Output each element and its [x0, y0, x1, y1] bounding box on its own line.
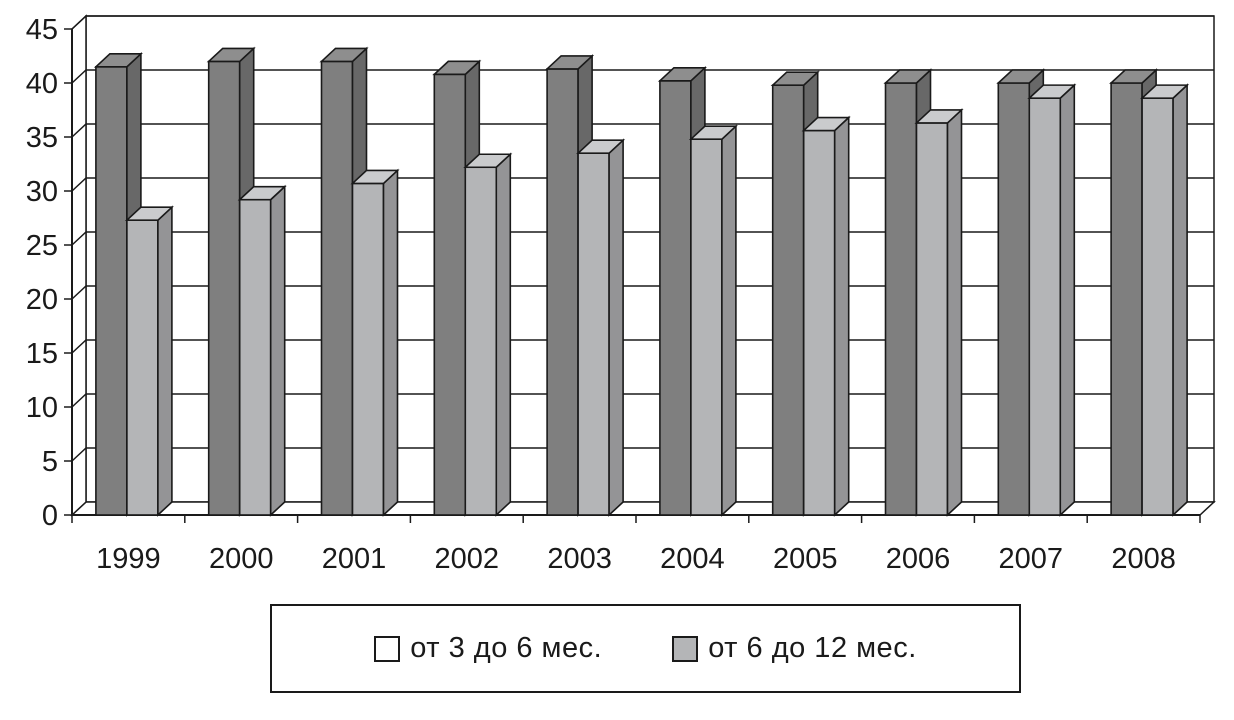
- x-tick-label-2000: 2000: [209, 543, 274, 575]
- legend-item-series-2: от 6 до 12 мес.: [672, 632, 917, 665]
- bar-2006-series-2: [915, 122, 949, 516]
- y-tick-label: 45: [26, 14, 58, 46]
- bar-2000-series-2: [238, 198, 272, 516]
- legend: от 3 до 6 мес. от 6 до 12 мес.: [270, 604, 1021, 693]
- y-tick-label: 5: [42, 446, 58, 478]
- x-tick-label-1999: 1999: [96, 543, 161, 575]
- x-tick-label-2002: 2002: [435, 543, 500, 575]
- y-tick-label: 0: [42, 500, 58, 532]
- bar-2001-series-2-side: [382, 168, 399, 517]
- bar-2002-series-1-top: [432, 60, 482, 76]
- y-tick-label: 25: [26, 230, 58, 262]
- bar-2000-series-2-side: [269, 184, 286, 517]
- bar-2003-series-2-top: [576, 139, 626, 154]
- y-tick-label: 15: [26, 338, 58, 370]
- chart-area: 0 5 10 15 20 25 30 35 40 45 1999 2000 2001 2002 2003 20…: [26, 14, 1216, 575]
- x-tick-label-2003: 2003: [547, 543, 612, 575]
- bar-2005-series-2: [802, 129, 836, 516]
- bar-2002-series-2: [464, 166, 498, 516]
- bar-2008-series-2: [1141, 97, 1174, 516]
- bar-2000-series-2-top: [237, 185, 287, 201]
- bar-2002-series-2-side: [495, 152, 512, 517]
- bar-2007-series-2: [1028, 97, 1062, 516]
- bar-2001-series-1-top: [319, 47, 369, 63]
- x-tick-label-2004: 2004: [660, 543, 725, 575]
- gridline: [71, 15, 1214, 30]
- bar-2007-series-2-side: [1059, 83, 1076, 517]
- bar-2004-series-1: [659, 80, 692, 516]
- y-tick-label: 10: [26, 392, 58, 424]
- bar-1999-series-1: [95, 66, 128, 516]
- bar-2000-series-1: [207, 60, 241, 516]
- bar-2008-series-2-side: [1172, 83, 1188, 517]
- x-tick-label-2001: 2001: [322, 543, 387, 575]
- bar-chart: 0 5 10 15 20 25 30 35 40 45 1999 2000 2001 2002 2003 20…: [26, 14, 1216, 575]
- bar-1999-series-2-top: [124, 206, 174, 221]
- bar-2008-series-1-top: [1109, 69, 1159, 84]
- y-tick-label: 35: [26, 122, 58, 154]
- bar-2003-series-1-top: [545, 55, 595, 70]
- bar-2003-series-1: [546, 68, 579, 516]
- bar-2008-series-2-top: [1140, 84, 1190, 99]
- y-tick-label: 20: [26, 284, 58, 316]
- bar-2000-series-1-top: [206, 47, 256, 63]
- legend-swatch-series-2: [672, 635, 699, 662]
- bar-1999-series-2-side: [157, 205, 173, 517]
- bar-2006-series-2-side: [946, 108, 963, 517]
- bar-2002-series-1: [433, 73, 467, 516]
- bar-2004-series-2: [690, 138, 723, 516]
- legend-label-series-1: от 3 до 6 мес.: [410, 632, 603, 664]
- legend-swatch-series-1: [374, 635, 401, 662]
- bar-2007-series-2-top: [1027, 84, 1077, 99]
- bar-2008-series-1: [1110, 82, 1143, 516]
- bar-2003-series-2-side: [608, 138, 624, 517]
- bar-2002-series-2-top: [463, 153, 513, 169]
- bar-2005-series-1-top: [770, 71, 820, 86]
- bar-1999-series-2: [126, 219, 159, 516]
- bar-2007-series-1-top: [996, 69, 1046, 84]
- x-tick-label-2008: 2008: [1111, 543, 1176, 575]
- bar-2005-series-2-top: [801, 116, 851, 132]
- bar-2005-series-1: [771, 84, 805, 516]
- x-tick-label-2005: 2005: [773, 543, 838, 575]
- x-tick-label-2007: 2007: [999, 543, 1064, 575]
- bar-2007-series-1: [997, 82, 1031, 516]
- bar-2001-series-1: [320, 60, 354, 516]
- x-tick-label-2006: 2006: [886, 543, 951, 575]
- bar-2006-series-2-top: [914, 109, 964, 124]
- bar-2001-series-2-top: [350, 169, 400, 185]
- bar-2001-series-2: [351, 182, 385, 516]
- y-tick-label: 40: [26, 68, 58, 100]
- gridline: [71, 69, 1214, 84]
- legend-label-series-2: от 6 до 12 мес.: [708, 632, 917, 664]
- bar-2004-series-2-top: [688, 125, 738, 140]
- legend-item-series-1: от 3 до 6 мес.: [374, 632, 602, 665]
- bar-2004-series-1-top: [657, 67, 707, 82]
- bar-2005-series-2-side: [833, 115, 850, 517]
- bar-2004-series-2-side: [721, 124, 737, 517]
- bar-2006-series-1: [884, 82, 918, 516]
- side-wall: [71, 14, 87, 517]
- bar-1999-series-1-top: [93, 52, 143, 68]
- bar-2003-series-2: [577, 152, 610, 516]
- y-tick-label: 30: [26, 176, 58, 208]
- bar-2006-series-1-top: [883, 69, 933, 84]
